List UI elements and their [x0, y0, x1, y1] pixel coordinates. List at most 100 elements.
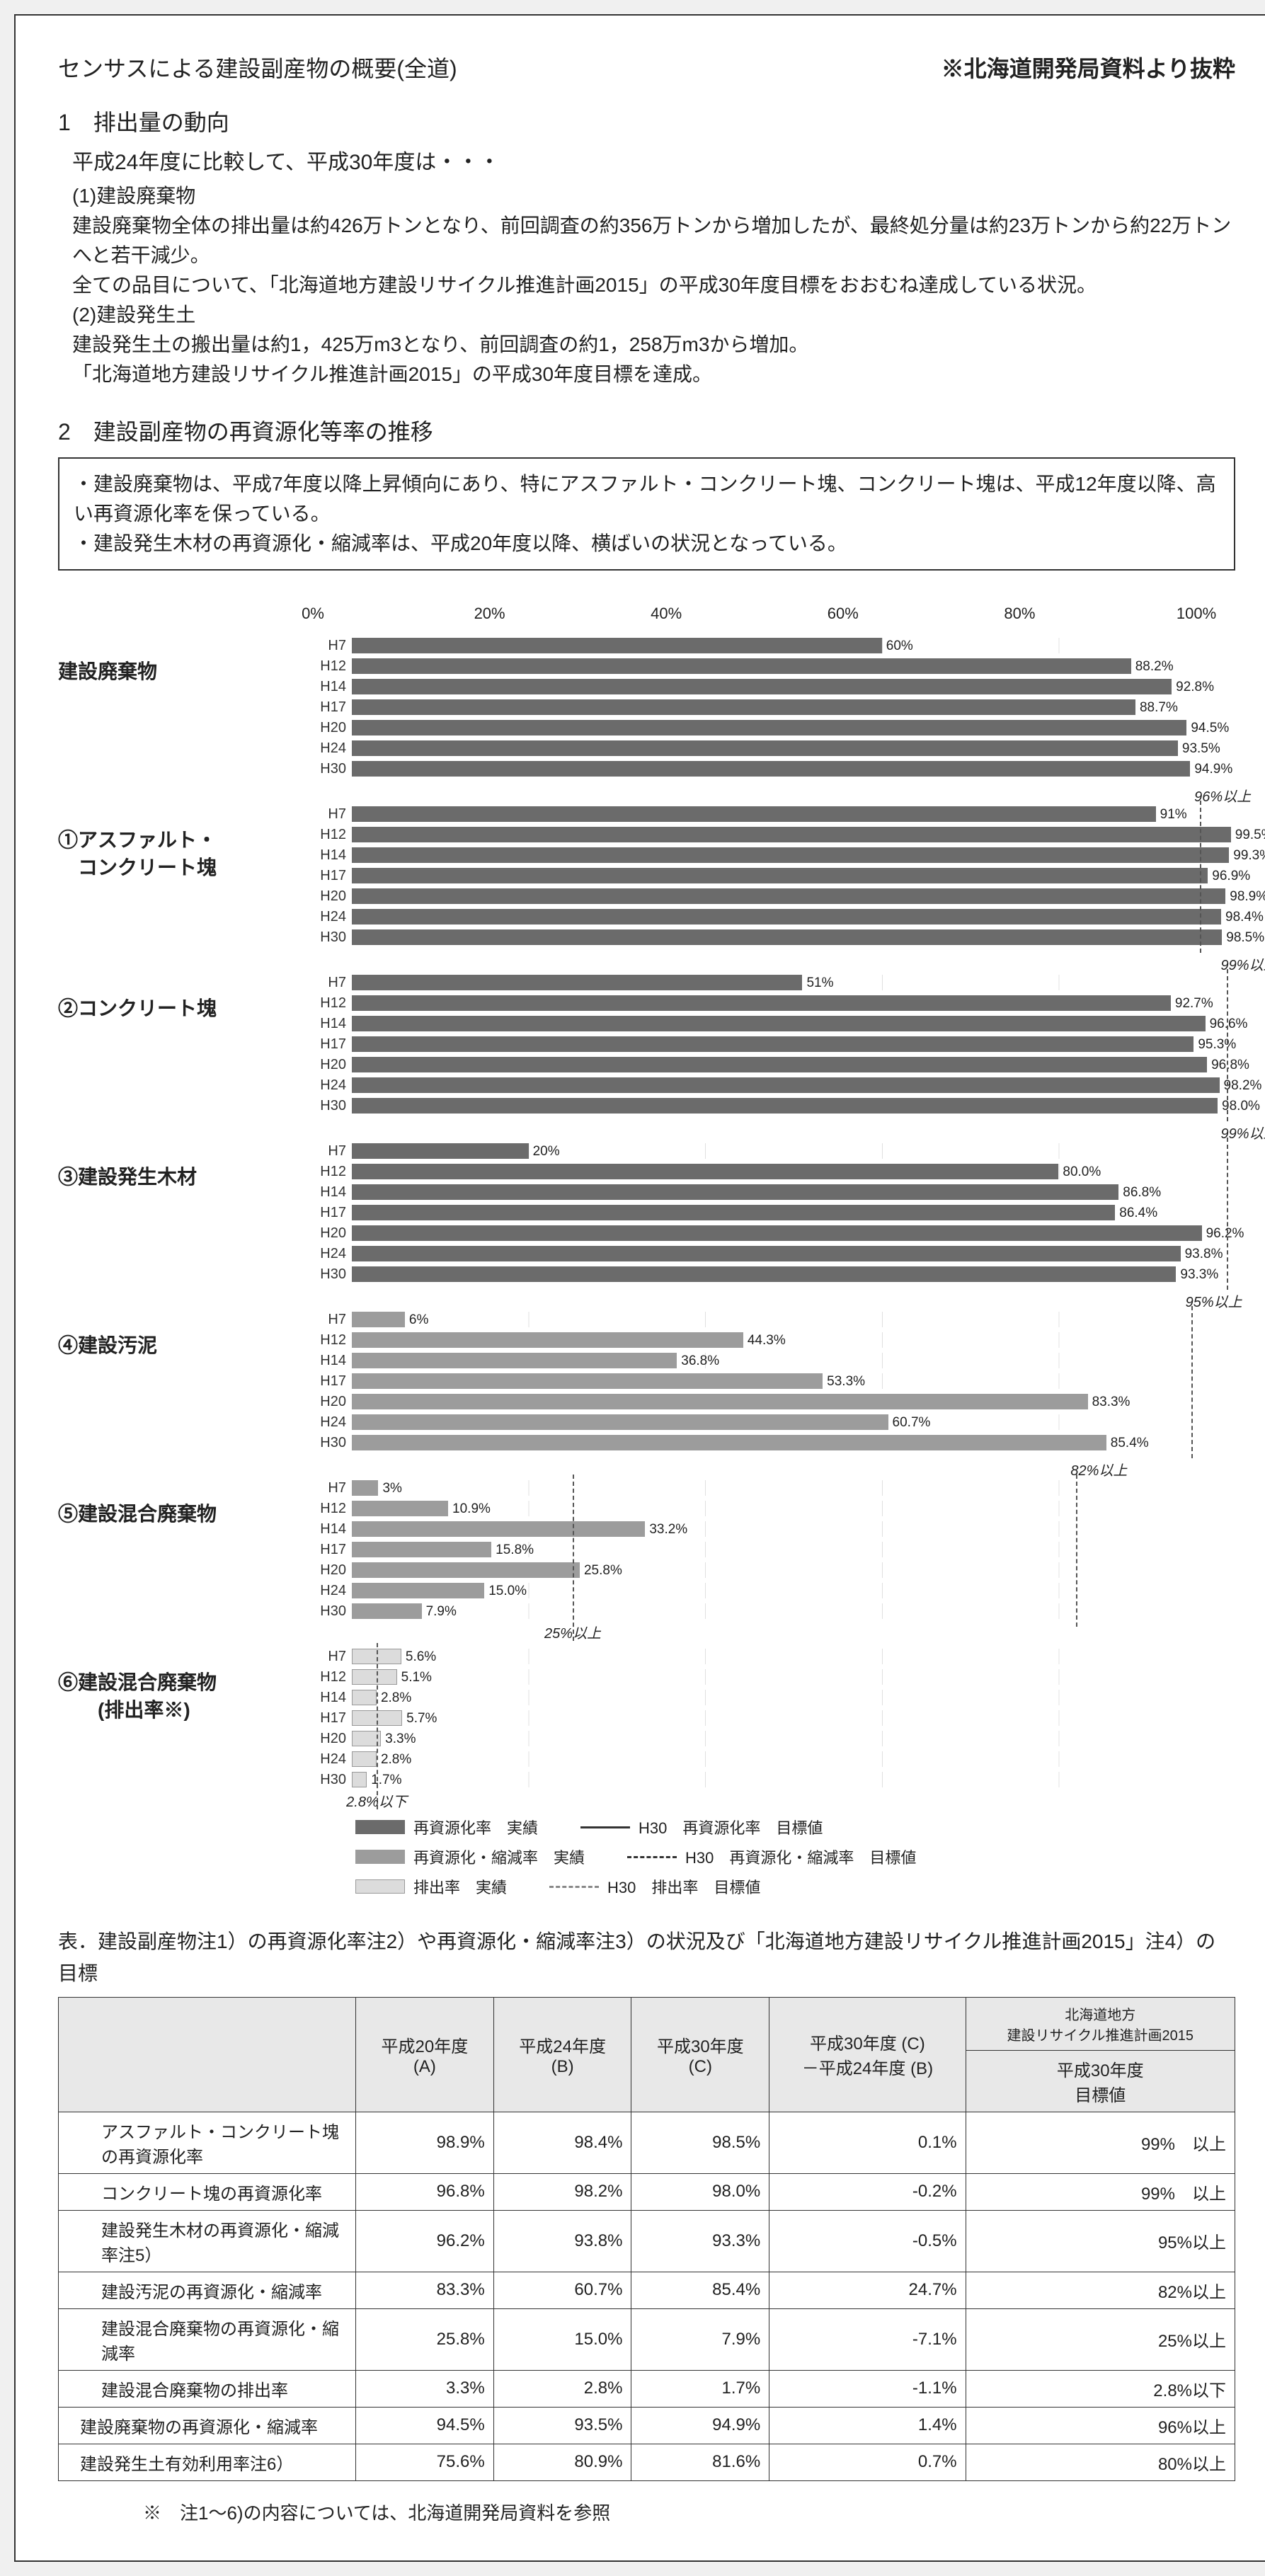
bar-track: 10.9% — [352, 1501, 1235, 1516]
table-cell: 25.8% — [356, 2308, 494, 2370]
chart-group-rows: H720%H1280.0%H1486.8%H1786.4%H2096.2%H24… — [313, 1142, 1235, 1286]
chart-bar — [352, 1332, 743, 1348]
chart-bar-row: H1244.3% — [313, 1331, 1235, 1349]
bar-value-label: 5.1% — [401, 1670, 432, 1685]
chart-bar-row: H1492.8% — [313, 677, 1235, 696]
chart-bar-row: H175.7% — [313, 1709, 1235, 1727]
bar-track: 99.3% — [352, 847, 1235, 863]
chart-group-rows: H791%H1299.5%H1499.3%H1796.9%H2098.9%H24… — [313, 805, 1235, 949]
bar-track: 60% — [352, 638, 1235, 653]
year-label: H7 — [313, 1649, 352, 1665]
bar-value-label: 5.6% — [406, 1649, 436, 1665]
chart-bar — [352, 975, 802, 990]
table-cell: 95%以上 — [966, 2210, 1235, 2272]
year-label: H14 — [313, 1353, 352, 1369]
legend-swatch-hatch — [355, 1879, 405, 1894]
bar-value-label: 99.3% — [1233, 848, 1265, 864]
bar-value-label: 92.7% — [1175, 996, 1213, 1012]
row-label: アスファルト・コンクリート塊の再資源化率 — [59, 2112, 356, 2173]
summary-line1: ・建設廃棄物は、平成7年度以降上昇傾向にあり、特にアスファルト・コンクリート塊、… — [74, 469, 1220, 529]
bar-value-label: 60.7% — [893, 1415, 931, 1431]
bar-value-label: 99.5% — [1235, 828, 1265, 843]
year-label: H30 — [313, 1772, 352, 1788]
chart-bar — [352, 1077, 1220, 1093]
legend-swatch-mid — [355, 1850, 405, 1864]
chart-bar — [352, 1225, 1202, 1241]
year-label: H20 — [313, 1562, 352, 1579]
table-row: 建設混合廃棄物の再資源化・縮減率25.8%15.0%7.9%-7.1%25%以上 — [59, 2308, 1235, 2370]
chart-bar-row: H3098.5% — [313, 928, 1235, 946]
chart-bar — [352, 1501, 448, 1516]
chart-bar — [352, 909, 1221, 925]
table-cell: 99% 以上 — [966, 2112, 1235, 2173]
chart-bar-row: H1786.4% — [313, 1203, 1235, 1222]
bar-value-label: 98.2% — [1224, 1078, 1262, 1094]
bar-value-label: 15.0% — [488, 1584, 527, 1599]
bar-value-label: 36.8% — [681, 1353, 719, 1369]
section2-title: 2 建設副産物の再資源化等率の推移 — [58, 414, 1235, 447]
bar-value-label: 95.3% — [1198, 1037, 1236, 1053]
table-cell: -1.1% — [769, 2370, 966, 2407]
table-cell: 93.3% — [631, 2210, 769, 2272]
data-table: 平成20年度 (A) 平成24年度 (B) 平成30年度 (C) 平成30年度 … — [58, 1997, 1235, 2481]
bar-track: 91% — [352, 806, 1235, 822]
chart-bar-row: H1788.7% — [313, 698, 1235, 716]
table-cell: -0.2% — [769, 2173, 966, 2210]
chart-bar — [352, 1164, 1058, 1179]
chart-bar — [352, 868, 1208, 883]
chart-bar-row: H73% — [313, 1479, 1235, 1497]
bar-value-label: 96.8% — [1211, 1058, 1249, 1073]
table-cell: 96.8% — [356, 2173, 494, 2210]
chart-bar — [352, 761, 1190, 777]
year-label: H14 — [313, 847, 352, 864]
bar-value-label: 10.9% — [452, 1501, 491, 1517]
year-label: H12 — [313, 827, 352, 843]
table-cell: 0.1% — [769, 2112, 966, 2173]
bar-value-label: 94.9% — [1194, 762, 1232, 777]
bar-track: 5.6% — [352, 1649, 1235, 1664]
bar-value-label: 44.3% — [748, 1333, 786, 1349]
chart-bar — [352, 1583, 484, 1598]
sub1-title: (1)建設廃棄物 — [58, 181, 1235, 211]
chart-block: 0%20%40%60%80%100% — [58, 592, 1235, 636]
table-cell: 93.5% — [493, 2407, 631, 2444]
table-row: 建設廃棄物の再資源化・縮減率94.5%93.5%94.9%1.4%96%以上 — [59, 2407, 1235, 2444]
row-label: 建設混合廃棄物の再資源化・縮減率 — [59, 2308, 356, 2370]
row-label: 建設発生土有効利用率注6） — [59, 2444, 356, 2480]
bar-track: 98.2% — [352, 1077, 1235, 1093]
chart-group-label: ⑤建設混合廃棄物 — [58, 1479, 313, 1622]
chart-bar — [352, 888, 1225, 904]
chart-bar — [352, 995, 1171, 1011]
bar-value-label: 20% — [533, 1144, 560, 1160]
chart-group: ①アスファルト・ コンクリート塊H791%H1299.5%H1499.3%H17… — [58, 805, 1235, 949]
legend-swatch-dark — [355, 1820, 405, 1834]
chart-bar-row: H2096.8% — [313, 1055, 1235, 1074]
year-label: H20 — [313, 1731, 352, 1747]
bar-value-label: 93.5% — [1182, 741, 1220, 757]
chart-bar-row: H2493.8% — [313, 1244, 1235, 1263]
year-label: H17 — [313, 1373, 352, 1390]
chart-bar-row: H2493.5% — [313, 739, 1235, 757]
chart-bar-row: H2498.4% — [313, 908, 1235, 926]
year-label: H14 — [313, 1521, 352, 1538]
bar-value-label: 91% — [1160, 807, 1187, 823]
bar-value-label: 3.3% — [385, 1731, 416, 1747]
chart-group-label: 建設廃棄物 — [58, 636, 313, 780]
bar-track: 6% — [352, 1312, 1235, 1327]
table-cell: 15.0% — [493, 2308, 631, 2370]
year-label: H20 — [313, 888, 352, 905]
bar-track: 80.0% — [352, 1164, 1235, 1179]
table-cell: 99% 以上 — [966, 2173, 1235, 2210]
year-label: H12 — [313, 658, 352, 675]
chart-bar-row: H1292.7% — [313, 994, 1235, 1012]
bar-value-label: 2.8% — [381, 1752, 411, 1768]
chart-bar — [352, 1312, 405, 1327]
row-label: コンクリート塊の再資源化率 — [59, 2173, 356, 2210]
bar-value-label: 86.8% — [1123, 1185, 1161, 1201]
bar-track: 96.6% — [352, 1016, 1235, 1031]
chart-group-rows: H751%H1292.7%H1496.6%H1795.3%H2096.8%H24… — [313, 973, 1235, 1117]
sub2-p1: 建設発生土の搬出量は約1，425万m3となり、前回調査の約1，258万m3から増… — [58, 330, 1235, 360]
year-label: H17 — [313, 1710, 352, 1727]
table-cell: 80.9% — [493, 2444, 631, 2480]
year-label: H30 — [313, 1603, 352, 1620]
